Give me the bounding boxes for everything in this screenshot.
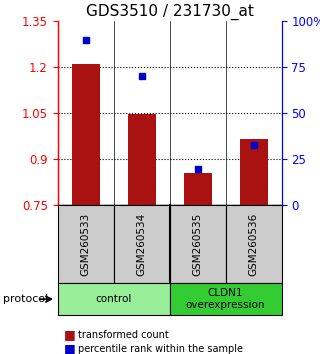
Bar [72,64,100,205]
Point [251,142,256,147]
Text: ■: ■ [64,328,76,341]
Text: CLDN1
overexpression: CLDN1 overexpression [186,288,265,310]
Text: percentile rank within the sample: percentile rank within the sample [78,344,244,354]
Point [139,74,144,79]
Text: transformed count: transformed count [78,330,169,339]
Text: GSM260534: GSM260534 [137,213,147,276]
Text: GSM260533: GSM260533 [81,213,91,276]
Title: GDS3510 / 231730_at: GDS3510 / 231730_at [86,4,253,20]
Bar [240,139,268,205]
Text: GSM260536: GSM260536 [249,213,259,276]
Bar [128,114,156,205]
Point [83,37,88,42]
Text: GSM260535: GSM260535 [193,213,203,276]
Point [195,166,200,171]
Text: protocol: protocol [3,294,48,304]
Bar [184,173,212,205]
Text: ■: ■ [64,342,76,354]
Text: control: control [95,294,132,304]
